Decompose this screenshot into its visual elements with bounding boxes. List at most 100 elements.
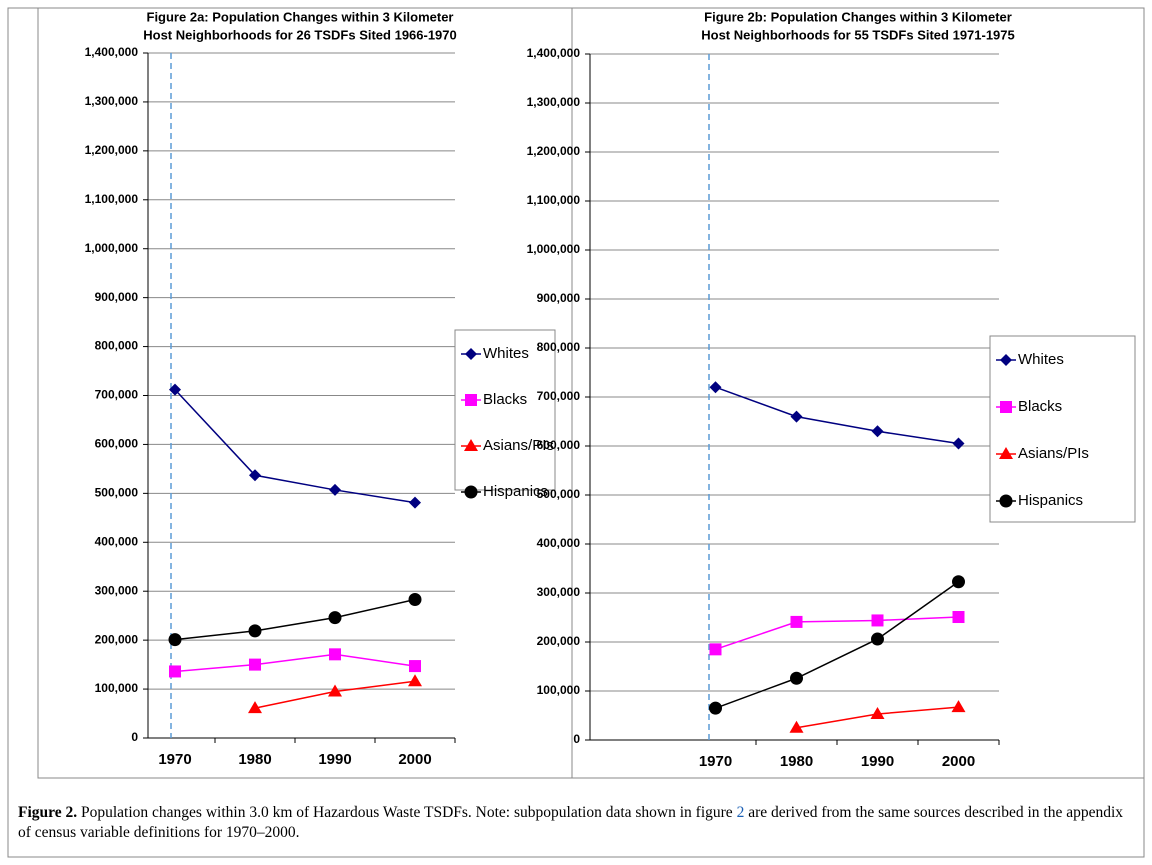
y-tick-label: 900,000	[537, 291, 581, 305]
y-tick-label: 100,000	[537, 683, 581, 697]
data-point	[169, 665, 181, 678]
y-tick-label: 1,300,000	[85, 94, 139, 108]
data-point	[249, 658, 261, 671]
x-tick-label: 2000	[942, 753, 975, 770]
y-tick-label: 1,400,000	[527, 46, 581, 60]
legend-label: Asians/PIs	[483, 437, 554, 454]
data-point	[408, 593, 422, 607]
legend-label: Blacks	[1018, 398, 1062, 415]
y-tick-label: 900,000	[95, 290, 139, 304]
legend-marker	[1000, 354, 1012, 366]
data-point	[709, 381, 722, 394]
series-line	[174, 389, 416, 504]
y-tick-label: 700,000	[95, 388, 139, 402]
figure-frame	[7, 7, 1145, 858]
y-tick-label: 0	[131, 730, 138, 744]
series-line	[715, 386, 959, 445]
y-tick-label: 1,100,000	[527, 193, 581, 207]
data-point	[951, 700, 966, 713]
y-tick-label: 200,000	[537, 634, 581, 648]
legend-marker	[464, 485, 478, 499]
legend-marker	[464, 439, 478, 451]
data-point	[709, 643, 722, 656]
data-point	[329, 648, 341, 661]
data-point	[328, 684, 342, 697]
y-tick-label: 400,000	[95, 534, 139, 548]
data-point	[790, 615, 803, 628]
y-tick-label: 500,000	[95, 486, 139, 500]
y-tick-label: 200,000	[95, 632, 139, 646]
legend-marker	[465, 348, 477, 360]
data-point	[871, 632, 884, 646]
x-tick-label: 1980	[780, 753, 813, 770]
data-point	[790, 410, 803, 423]
y-tick-label: 1,200,000	[527, 144, 581, 158]
x-tick-label: 1970	[699, 753, 732, 770]
data-point	[952, 575, 965, 589]
data-point	[248, 701, 262, 714]
y-tick-label: 400,000	[537, 536, 581, 550]
legend-label: Asians/PIs	[1018, 445, 1089, 462]
series-line	[715, 581, 959, 709]
data-point	[249, 469, 261, 482]
caption-link[interactable]: 2	[736, 804, 745, 821]
data-point	[168, 633, 182, 647]
y-tick-label: 500,000	[537, 487, 581, 501]
caption-text: are derived from the same sources descri…	[18, 804, 1124, 841]
data-point	[169, 383, 181, 396]
legend-marker	[999, 447, 1013, 459]
series-line	[174, 653, 416, 673]
data-point	[952, 437, 965, 450]
data-point	[248, 624, 262, 638]
chart-title: Host Neighborhoods for 26 TSDFs Sited 19…	[143, 27, 457, 42]
data-point	[328, 611, 342, 625]
y-tick-label: 600,000	[537, 438, 581, 452]
legend-marker	[1000, 401, 1012, 413]
y-tick-label: 700,000	[537, 389, 581, 403]
y-tick-label: 1,400,000	[85, 45, 139, 59]
caption-text: Population changes within 3.0 km of Haza…	[81, 804, 737, 821]
caption: Figure 2. Population changes within 3.0 …	[18, 803, 1138, 843]
y-tick-label: 1,200,000	[85, 143, 139, 157]
legend-label: Hispanics	[483, 483, 548, 500]
chart-title: Host Neighborhoods for 55 TSDFs Sited 19…	[701, 27, 1015, 42]
y-tick-label: 1,100,000	[85, 192, 139, 206]
y-tick-label: 300,000	[95, 583, 139, 597]
legend-marker	[465, 394, 477, 406]
data-point	[409, 496, 421, 509]
data-point	[789, 720, 804, 733]
legend-marker	[999, 494, 1013, 508]
data-point	[871, 425, 884, 438]
x-tick-label: 1990	[861, 753, 894, 770]
data-point	[409, 660, 421, 673]
legend-box	[989, 335, 1136, 523]
x-tick-label: 1980	[238, 751, 271, 768]
y-tick-label: 300,000	[537, 585, 581, 599]
y-tick-label: 600,000	[95, 437, 139, 451]
caption-label: Figure 2.	[18, 804, 78, 821]
x-tick-label: 2000	[398, 751, 431, 768]
chart-title: Figure 2b: Population Changes within 3 K…	[704, 9, 1012, 24]
data-point	[329, 483, 341, 496]
legend-label: Whites	[483, 345, 529, 362]
x-tick-label: 1970	[158, 751, 191, 768]
legend-label: Hispanics	[1018, 492, 1083, 509]
y-tick-label: 100,000	[95, 681, 139, 695]
chart-title: Figure 2a: Population Changes within 3 K…	[147, 9, 454, 24]
y-tick-label: 800,000	[95, 339, 139, 353]
data-point	[408, 674, 422, 687]
legend-label: Whites	[1018, 351, 1064, 368]
y-tick-label: 0	[573, 732, 580, 746]
data-point	[709, 701, 722, 715]
data-point	[790, 671, 803, 685]
x-tick-label: 1990	[318, 751, 351, 768]
panel-frame	[571, 7, 1145, 779]
y-tick-label: 1,000,000	[527, 242, 581, 256]
y-tick-label: 800,000	[537, 340, 581, 354]
y-tick-label: 1,000,000	[85, 241, 139, 255]
y-tick-label: 1,300,000	[527, 95, 581, 109]
data-point	[871, 614, 884, 627]
data-point	[870, 707, 885, 720]
